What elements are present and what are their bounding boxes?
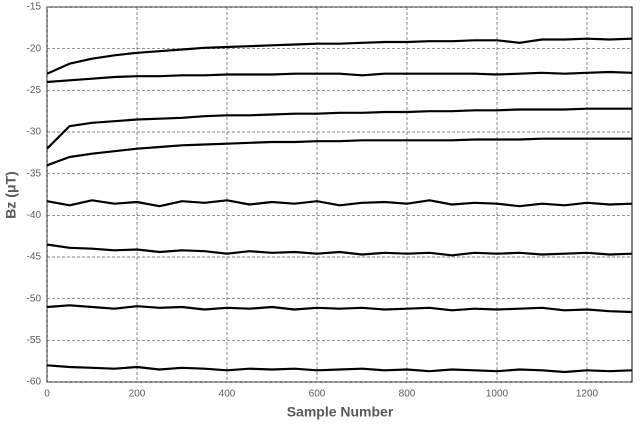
data-line xyxy=(46,107,632,150)
plot-frame xyxy=(46,6,633,383)
data-line xyxy=(46,304,633,314)
x-tick-label: 200 xyxy=(129,389,146,400)
x-axis-title: Sample Number xyxy=(287,404,394,420)
x-tick-label: 0 xyxy=(44,389,50,400)
data-line xyxy=(46,37,633,75)
y-tick-label: -15 xyxy=(27,2,42,13)
y-tick-label: -50 xyxy=(27,293,42,304)
x-tick-label: 600 xyxy=(309,389,326,400)
y-tick-label: -25 xyxy=(27,85,42,96)
data-line xyxy=(46,199,633,208)
x-tick-label: 1200 xyxy=(576,389,599,400)
y-tick-label: -45 xyxy=(27,252,42,263)
y-tick-label: -35 xyxy=(27,168,42,179)
y-axis-title: Bz (μT) xyxy=(3,171,19,218)
data-line xyxy=(46,243,633,257)
x-tick-label: 1000 xyxy=(486,389,509,400)
y-tick-label: -40 xyxy=(27,210,42,221)
x-tick-label: 400 xyxy=(219,389,236,400)
x-tick-label: 800 xyxy=(399,389,416,400)
y-tick-label: -60 xyxy=(27,377,42,388)
data-line xyxy=(46,364,633,374)
y-tick-label: -30 xyxy=(27,127,42,138)
y-tick-label: -20 xyxy=(27,43,42,54)
y-tick-label: -55 xyxy=(27,335,42,346)
data-line xyxy=(46,137,632,167)
data-line xyxy=(46,70,633,84)
